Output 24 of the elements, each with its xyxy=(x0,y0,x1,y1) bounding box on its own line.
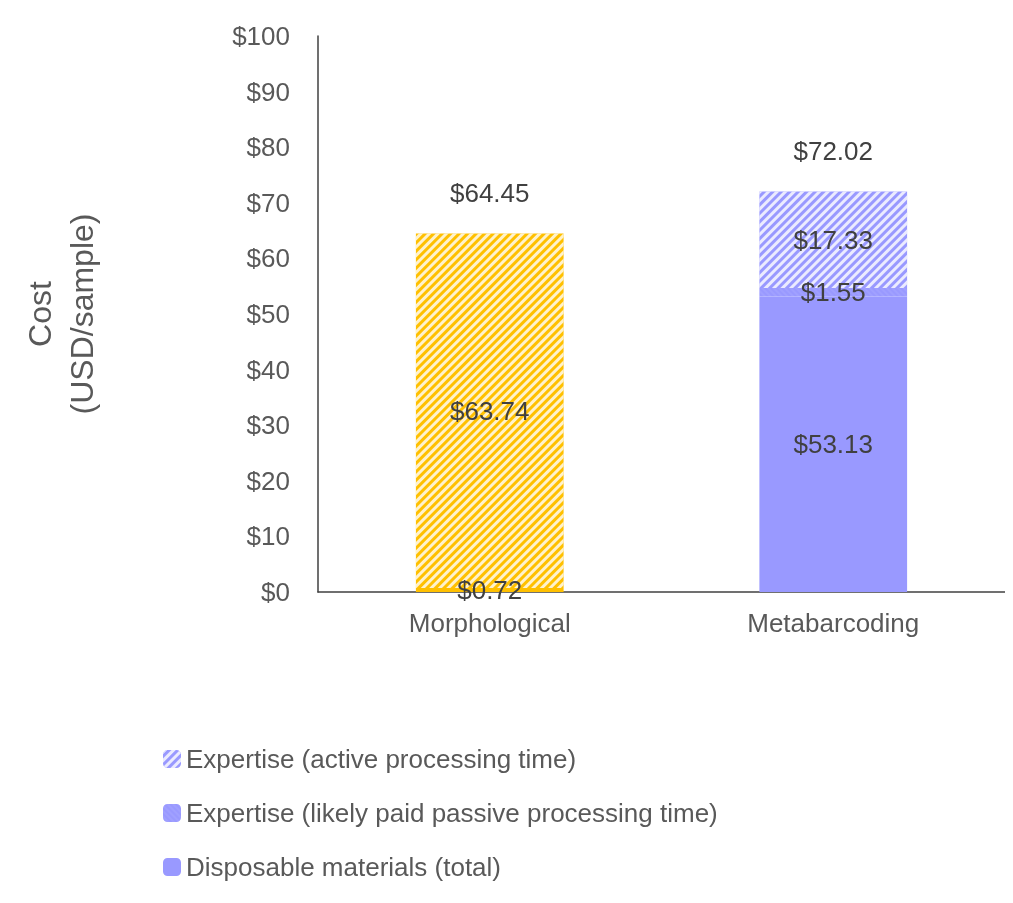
legend-label: Expertise (likely paid passive processing time) xyxy=(186,798,718,828)
data-label: $63.74 xyxy=(449,395,530,426)
data-label: $17.33 xyxy=(793,224,874,255)
data-label: $1.55 xyxy=(800,277,866,308)
y-tick-label: $0 xyxy=(261,577,290,607)
y-tick-label: $70 xyxy=(246,187,290,218)
total-label: $72.02 xyxy=(793,135,874,166)
y-tick-label: $80 xyxy=(246,132,290,163)
y-tick-label: $30 xyxy=(246,410,290,441)
y-tick-label: $40 xyxy=(246,354,290,385)
data-label: $0.72 xyxy=(457,575,523,605)
y-tick-label: $90 xyxy=(246,76,290,107)
y-tick-label: $60 xyxy=(246,243,290,274)
legend-label: Disposable materials (total) xyxy=(186,852,502,882)
legend-label: Expertise (active processing time) xyxy=(186,744,577,774)
data-label: $53.13 xyxy=(793,429,874,460)
y-tick-label: $50 xyxy=(246,299,290,329)
y-tick-label: $10 xyxy=(246,521,290,552)
total-label: $64.45 xyxy=(449,177,530,208)
y-tick-label: $20 xyxy=(246,465,290,496)
y-tick-label: $100 xyxy=(232,21,290,51)
y-axis-title: Cost (USD/sample) xyxy=(22,213,100,415)
x-tick-label: Metabarcoding xyxy=(747,608,920,638)
x-tick-label: Morphological xyxy=(408,608,571,638)
